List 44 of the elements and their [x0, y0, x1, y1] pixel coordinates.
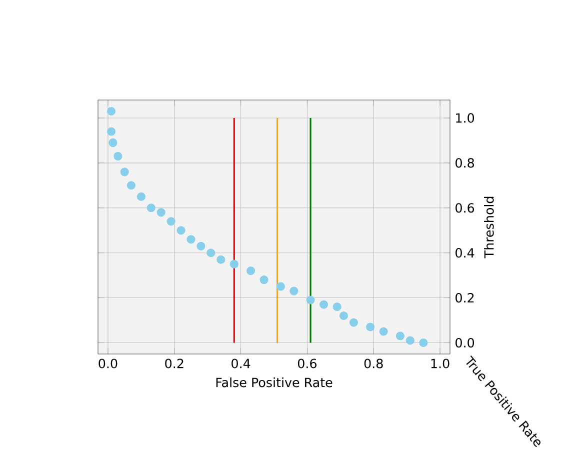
y-tick-label: 0.2 [456, 292, 474, 303]
point [419, 338, 428, 348]
y-tick-label: 0.8 [456, 158, 474, 168]
point [320, 300, 328, 309]
point [107, 106, 116, 116]
y-axis-title: Threshold [484, 196, 494, 258]
point [114, 152, 122, 160]
point [366, 322, 375, 332]
x-axis-title: False Positive Rate [216, 377, 332, 388]
y-tick-label: 0.4 [456, 248, 474, 258]
point [196, 242, 206, 250]
point [290, 286, 298, 296]
point [230, 260, 238, 268]
x-tick-label: 0.8 [364, 358, 383, 368]
x-tick-label: 0.2 [165, 358, 184, 368]
x-tick-label: 1.0 [431, 358, 450, 368]
point [379, 327, 388, 336]
point [186, 235, 196, 244]
point [146, 204, 156, 212]
point [260, 276, 268, 284]
point [339, 312, 348, 320]
y-tick-label: 0.6 [456, 203, 474, 213]
point [216, 255, 226, 264]
y-tick-label: 1.0 [456, 113, 474, 123]
point [406, 336, 414, 345]
point [120, 168, 129, 176]
point [306, 296, 315, 304]
point [156, 208, 166, 217]
point [166, 217, 176, 226]
point [349, 318, 358, 327]
point [276, 282, 285, 291]
point [332, 302, 342, 312]
point [126, 181, 136, 190]
point [107, 127, 116, 136]
point [396, 332, 404, 340]
point [176, 226, 186, 235]
point [206, 248, 216, 258]
point [108, 138, 118, 147]
x-tick-label: 0.0 [98, 358, 118, 368]
y-tick-label: 0.0 [456, 338, 474, 348]
point [246, 266, 256, 276]
x-tick-label: 0.6 [298, 358, 316, 368]
point [136, 192, 146, 201]
x-tick-label: 0.4 [232, 358, 250, 368]
